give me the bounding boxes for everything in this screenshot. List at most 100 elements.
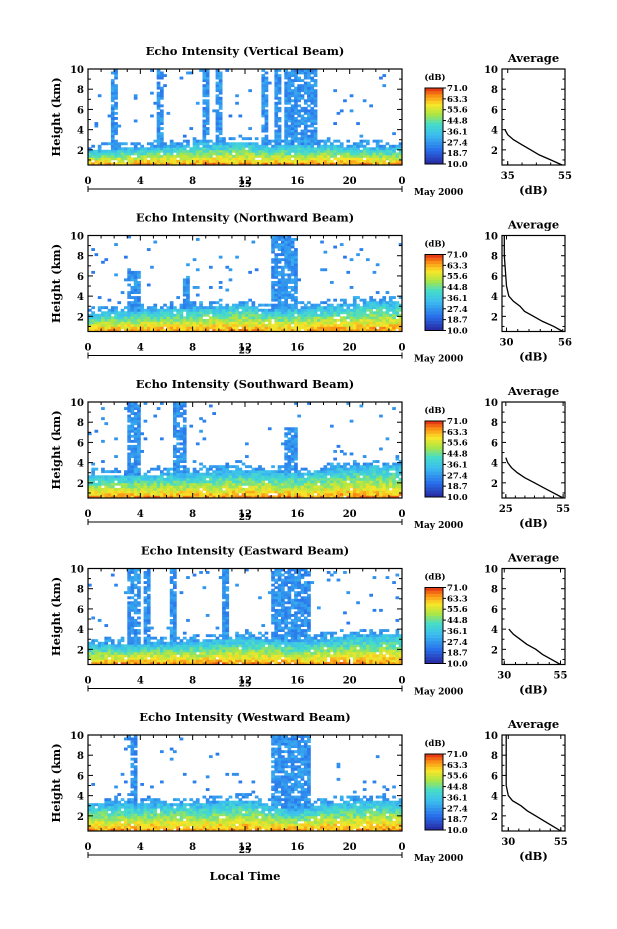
heatmap-cell: [310, 96, 315, 100]
heatmap-cell: [346, 490, 351, 494]
heatmap-cell: [267, 308, 272, 312]
heatmap-cell: [277, 137, 282, 141]
heatmap-cell: [218, 142, 223, 146]
heatmap-cell: [137, 275, 141, 279]
heatmap-cell: [156, 152, 161, 156]
heatmap-cell: [284, 144, 288, 148]
heatmap-cell: [104, 659, 109, 663]
heatmap-cell: [261, 492, 266, 496]
colorbar-swatch: [425, 490, 443, 495]
heatmap-cell: [248, 270, 252, 274]
heatmap-cell: [326, 323, 331, 327]
heatmap-cell: [212, 142, 216, 146]
heatmap-cell: [127, 634, 131, 638]
heatmap-cell: [274, 152, 279, 156]
heatmap-cell: [277, 477, 282, 481]
heatmap-cell: [238, 321, 243, 325]
heatmap-cell: [192, 147, 197, 151]
heatmap-cell: [248, 472, 252, 476]
heatmap-cell: [101, 311, 105, 315]
heatmap-cell: [375, 323, 380, 327]
heatmap-cell: [117, 152, 122, 156]
heatmap-cell: [222, 157, 226, 161]
heatmap-cell: [277, 129, 282, 133]
heatmap-cell: [277, 159, 282, 163]
heatmap-cell: [169, 487, 174, 491]
heatmap-cell: [133, 157, 138, 161]
heatmap-cell: [241, 152, 246, 156]
heatmap-cell: [156, 106, 161, 110]
heatmap-cell: [133, 439, 138, 443]
heatmap-cell: [330, 316, 334, 320]
heatmap-cell: [186, 492, 190, 496]
heatmap-cell: [117, 154, 122, 158]
colorbar-swatch: [425, 468, 443, 473]
colorbar-swatch: [425, 100, 443, 105]
heatmap-cell: [182, 298, 187, 302]
heatmap-cell: [182, 326, 187, 330]
heatmap-cell: [284, 147, 288, 151]
heatmap-cell: [156, 154, 161, 158]
x-tick-label: 16: [290, 343, 304, 354]
heatmap-cell: [251, 321, 256, 325]
heatmap-cell: [186, 306, 190, 310]
heatmap-cell: [91, 649, 95, 653]
heatmap-cell: [143, 147, 148, 151]
heatmap-cell: [362, 475, 367, 479]
heatmap-cell: [343, 470, 347, 474]
heatmap-cell: [104, 475, 109, 479]
heatmap-cell: [114, 71, 118, 75]
heatmap-cell: [310, 477, 315, 481]
heatmap-cell: [297, 326, 301, 330]
heatmap-cell: [117, 147, 122, 151]
heatmap-cell: [264, 326, 269, 330]
heatmap-cell: [195, 477, 200, 481]
heatmap-cell: [307, 89, 311, 93]
heatmap-cell: [137, 142, 141, 146]
heatmap-cell: [267, 81, 272, 85]
heatmap-cell: [372, 159, 377, 163]
heatmap-cell: [323, 311, 328, 315]
heatmap-cell: [284, 76, 288, 80]
heatmap-cell: [271, 475, 275, 479]
heatmap-cell: [267, 154, 272, 158]
heatmap-cell: [241, 482, 246, 486]
heatmap-cell: [310, 79, 315, 82]
heatmap-cell: [392, 323, 396, 327]
heatmap-cell: [215, 316, 220, 320]
heatmap-cell: [297, 278, 301, 282]
heatmap-cell: [274, 142, 279, 146]
heatmap-cell: [222, 311, 226, 315]
heatmap-cell: [114, 101, 118, 105]
heatmap-cell: [114, 157, 118, 161]
heatmap-cell: [104, 326, 109, 330]
heatmap-cell: [300, 306, 305, 310]
heatmap-cell: [160, 308, 164, 312]
heatmap-cell: [369, 303, 373, 307]
heatmap-cell: [287, 482, 292, 486]
heatmap-cell: [173, 470, 177, 474]
heatmap-cell: [392, 132, 396, 136]
heatmap-cell: [160, 480, 164, 484]
colorbar-swatch: [425, 478, 443, 482]
heatmap-cell: [313, 482, 318, 486]
heatmap-cell: [205, 74, 210, 77]
heatmap-cell: [339, 487, 344, 491]
heatmap-cell: [97, 651, 102, 655]
heatmap-cell: [313, 311, 318, 315]
heatmap-cell: [241, 162, 246, 166]
heatmap-cell: [290, 268, 295, 272]
heatmap-cell: [110, 154, 115, 158]
heatmap-cell: [307, 154, 311, 158]
heatmap-cell: [352, 321, 357, 325]
heatmap-cell: [137, 154, 141, 158]
heatmap-cell: [117, 162, 122, 166]
heatmap-cell: [238, 134, 243, 138]
heatmap-cell: [179, 429, 184, 433]
heatmap-cell: [176, 142, 180, 146]
heatmap-cell: [153, 313, 158, 317]
heatmap-cell: [182, 154, 187, 158]
heatmap-cell: [127, 147, 131, 151]
heatmap-cell: [212, 480, 216, 484]
heatmap-cell: [218, 475, 223, 479]
